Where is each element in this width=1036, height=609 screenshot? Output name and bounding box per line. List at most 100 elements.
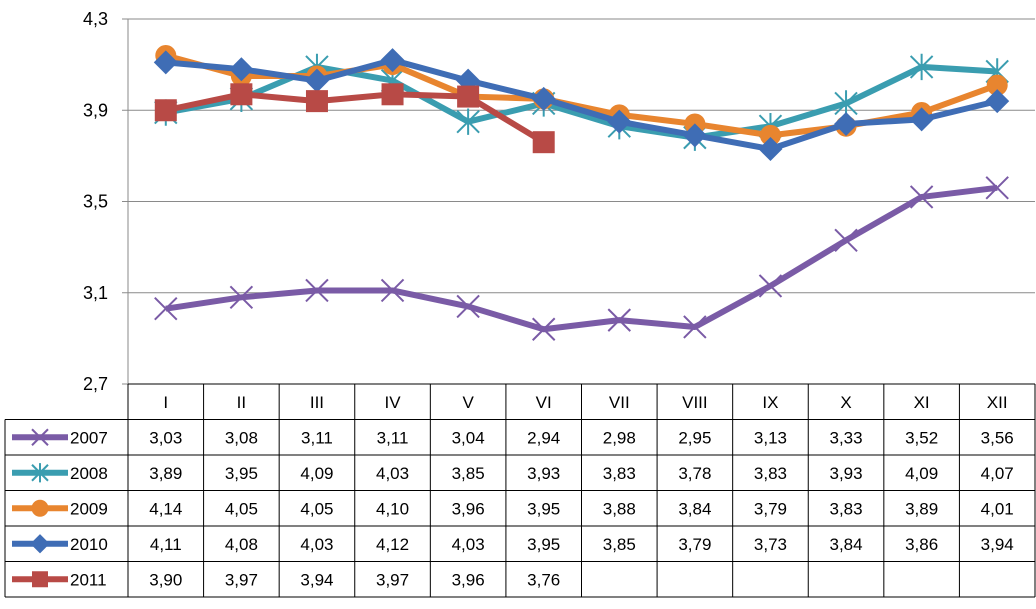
data-point bbox=[607, 308, 631, 332]
y-axis-ticks: 2,7 3,1 3,5 3,9 4,3 bbox=[83, 9, 108, 394]
table-cell: 3,95 bbox=[527, 535, 560, 554]
data-point bbox=[305, 90, 328, 113]
table-cell: 4,09 bbox=[905, 464, 938, 483]
series-line bbox=[165, 57, 998, 153]
table-cell: 4,07 bbox=[981, 464, 1014, 483]
category-label: XI bbox=[914, 393, 930, 412]
table-cell: 4,10 bbox=[376, 499, 409, 518]
series-2010 bbox=[153, 48, 1010, 162]
legend-label: 2009 bbox=[70, 499, 108, 518]
category-label: VII bbox=[609, 393, 630, 412]
table-row: 2011 3,90 3,97 3,94 3,97 3,96 3,76 bbox=[12, 570, 560, 589]
table-cell: 3,33 bbox=[829, 428, 862, 447]
table-cell: 4,03 bbox=[300, 535, 333, 554]
category-label: I bbox=[163, 393, 168, 412]
table-cell: 3,03 bbox=[149, 428, 182, 447]
table-cell: 3,88 bbox=[603, 499, 636, 518]
data-point bbox=[456, 108, 480, 135]
category-label: XII bbox=[987, 393, 1008, 412]
series-line bbox=[165, 184, 998, 333]
table-cell: 3,86 bbox=[905, 535, 938, 554]
category-label: V bbox=[462, 393, 474, 412]
data-point bbox=[381, 83, 404, 106]
table-cell: 3,90 bbox=[149, 570, 182, 589]
data-point bbox=[31, 499, 49, 517]
legend-label: 2011 bbox=[70, 570, 107, 589]
table-cell: 3,94 bbox=[981, 535, 1014, 554]
table-cell: 3,96 bbox=[452, 570, 485, 589]
table-cell: 4,09 bbox=[300, 464, 333, 483]
table-cell: 3,76 bbox=[527, 570, 560, 589]
category-label: IV bbox=[385, 393, 402, 412]
table-cell: 3,95 bbox=[527, 499, 560, 518]
data-point bbox=[532, 317, 556, 341]
table-cell: 3,83 bbox=[754, 464, 787, 483]
series-line bbox=[165, 63, 998, 141]
data-point bbox=[758, 137, 783, 162]
table-cell: 3,97 bbox=[376, 570, 409, 589]
table-cell: 4,03 bbox=[376, 464, 409, 483]
data-point bbox=[682, 123, 707, 148]
table-cell: 3,89 bbox=[149, 464, 182, 483]
data-point bbox=[32, 571, 48, 588]
table-cell: 3,79 bbox=[754, 499, 787, 518]
legend-label: 2008 bbox=[70, 464, 108, 483]
data-point bbox=[380, 48, 405, 73]
table-cell: 3,85 bbox=[452, 464, 485, 483]
y-tick-label: 2,7 bbox=[83, 374, 108, 394]
table-cell: 3,56 bbox=[981, 428, 1014, 447]
data-point bbox=[758, 274, 783, 298]
series-lines bbox=[153, 45, 1010, 341]
category-label: II bbox=[237, 393, 246, 412]
data-point bbox=[457, 85, 480, 108]
category-label: VI bbox=[536, 393, 552, 412]
category-label: III bbox=[310, 393, 324, 412]
table-cell: 3,04 bbox=[452, 428, 485, 447]
table-row: 2008 3,89 3,95 4,09 4,03 3,85 3,93 3,83 3,78 3,83… bbox=[12, 463, 1014, 483]
data-point bbox=[30, 534, 50, 554]
table-cell: 3,83 bbox=[829, 499, 862, 518]
table-cell: 3,73 bbox=[754, 535, 787, 554]
data-point bbox=[154, 99, 177, 122]
table-cell: 4,01 bbox=[981, 499, 1014, 518]
table-cell: 3,08 bbox=[225, 428, 258, 447]
legend-label: 2007 bbox=[70, 428, 108, 447]
table-cell: 3,11 bbox=[301, 428, 333, 447]
table-cell: 2,98 bbox=[603, 428, 636, 447]
table-cell: 3,89 bbox=[905, 499, 938, 518]
data-point bbox=[31, 463, 49, 483]
y-tick-label: 3,1 bbox=[83, 283, 108, 303]
table-cell: 3,84 bbox=[678, 499, 711, 518]
table-cell: 4,03 bbox=[452, 535, 485, 554]
data-point bbox=[683, 315, 707, 339]
table-cell: 3,95 bbox=[225, 464, 258, 483]
table-cell: 4,12 bbox=[376, 535, 409, 554]
table-cell: 3,83 bbox=[603, 464, 636, 483]
table-cell: 3,96 bbox=[452, 499, 485, 518]
category-label: X bbox=[840, 393, 851, 412]
legend-label: 2010 bbox=[70, 535, 108, 554]
data-point bbox=[304, 68, 329, 93]
data-point bbox=[229, 285, 254, 310]
table-cell: 4,14 bbox=[149, 499, 182, 518]
table-cell: 4,05 bbox=[225, 499, 258, 518]
table-cell: 3,78 bbox=[678, 464, 711, 483]
series-2008 bbox=[154, 53, 1009, 151]
data-point bbox=[456, 294, 480, 319]
data-point bbox=[230, 83, 253, 106]
table-cell: 3,13 bbox=[754, 428, 787, 447]
series-line bbox=[165, 91, 546, 145]
data-point bbox=[909, 107, 934, 132]
table-cell: 3,79 bbox=[678, 535, 711, 554]
y-tick-label: 4,3 bbox=[83, 9, 108, 29]
data-point bbox=[380, 278, 405, 303]
table-cell: 4,11 bbox=[150, 535, 182, 554]
category-label: VIII bbox=[682, 393, 708, 412]
series-2007 bbox=[154, 176, 1009, 341]
data-point bbox=[985, 176, 1009, 200]
table-row: 2009 4,14 4,05 4,05 4,10 3,96 3,95 3,88 3,84 3,79… bbox=[12, 499, 1014, 518]
data-point bbox=[909, 53, 934, 81]
y-tick-label: 3,5 bbox=[83, 192, 108, 212]
